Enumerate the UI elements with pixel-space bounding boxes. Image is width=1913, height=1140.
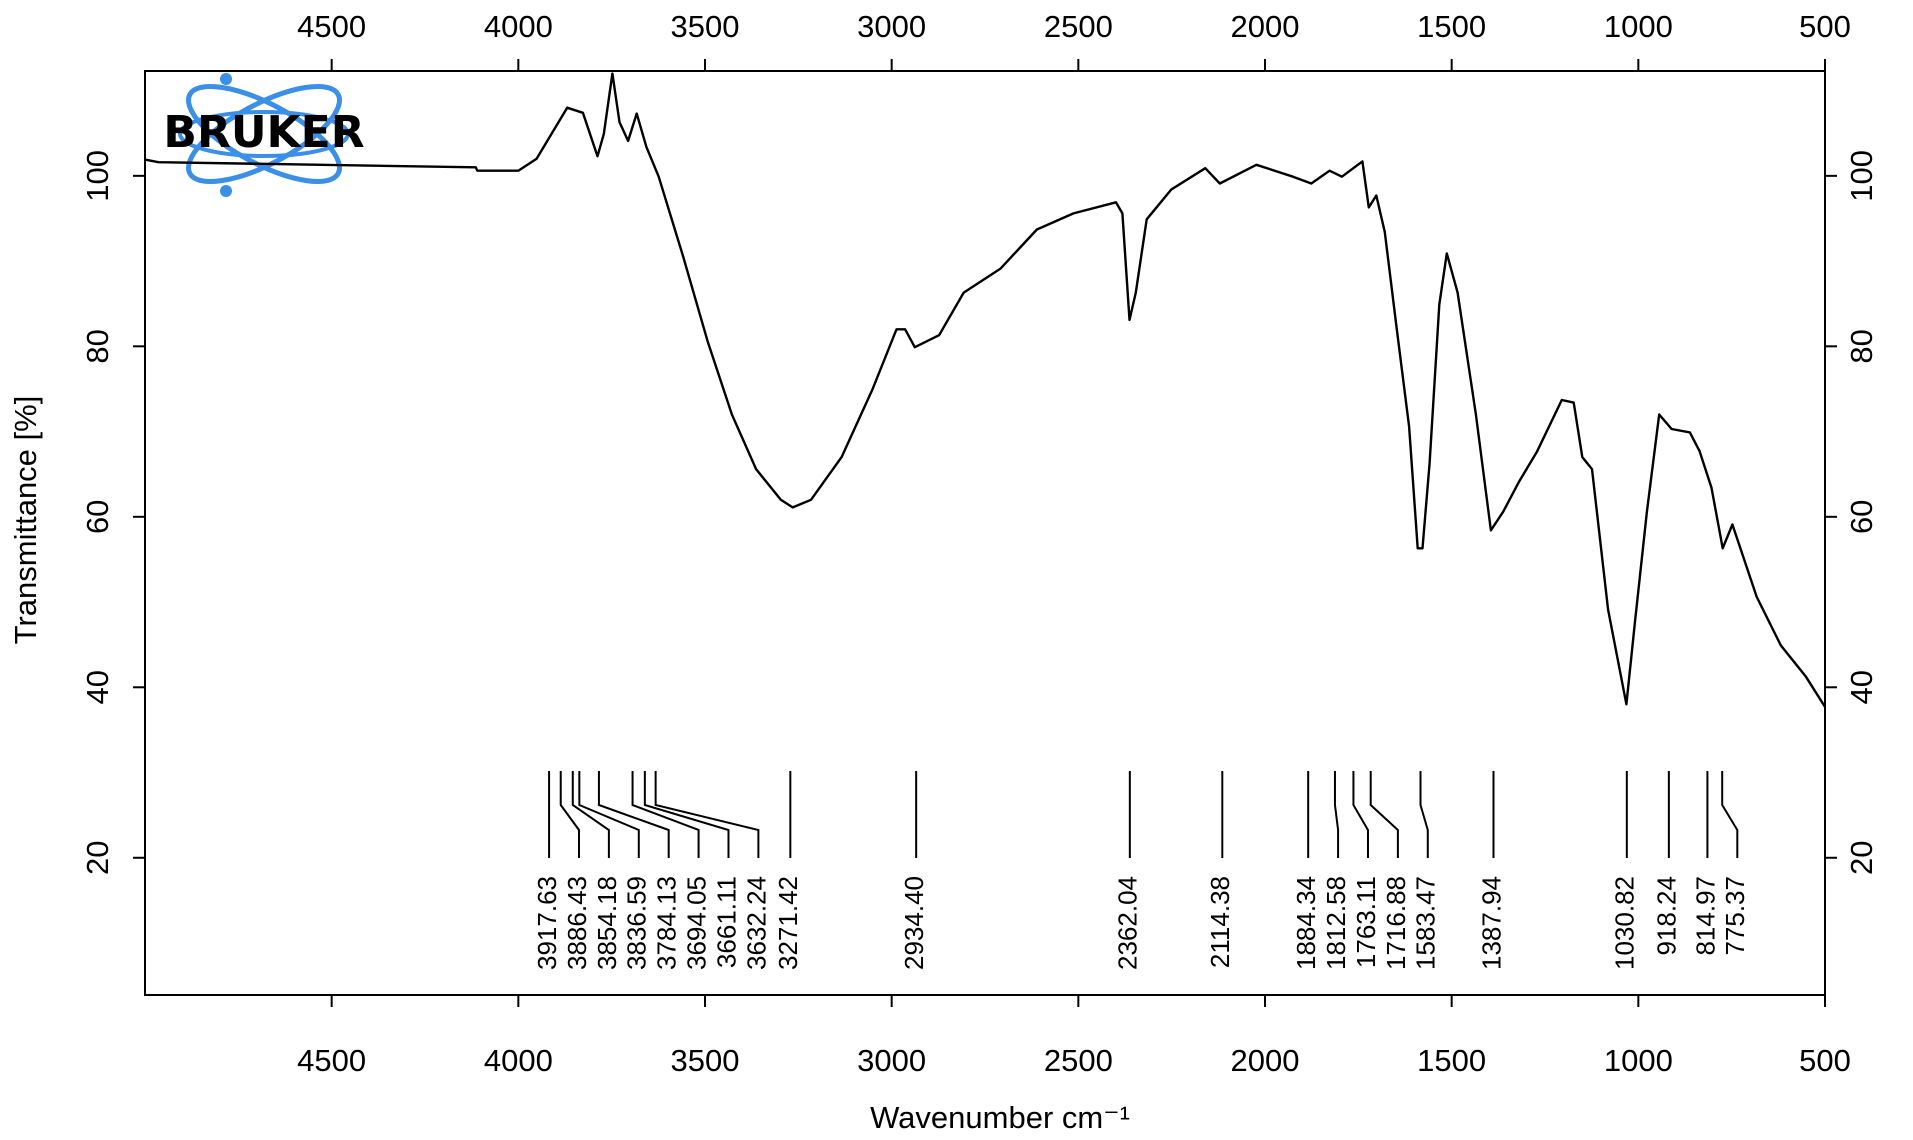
peak-label: 1812.58 — [1321, 876, 1351, 970]
peak-label: 3271.42 — [773, 876, 803, 970]
y-tick-label-right: 80 — [1844, 329, 1879, 363]
y-tick-label: 40 — [80, 670, 115, 704]
logo-orbit — [178, 110, 350, 158]
peak-marker — [643, 771, 730, 858]
peak-marker — [1721, 771, 1739, 858]
peak-label: 1884.34 — [1291, 876, 1321, 970]
peak-label: 918.24 — [1652, 876, 1682, 956]
y-tick-label-right: 40 — [1844, 670, 1879, 704]
x-tick-label-top: 500 — [1799, 9, 1851, 44]
logo: BRUKER — [163, 73, 365, 197]
peak-label: 3836.59 — [622, 876, 652, 970]
spectrum-line — [144, 72, 1827, 708]
y-tick-label-right: 100 — [1844, 150, 1879, 202]
logo-text: BRUKER — [163, 107, 364, 158]
y-tick-label-right: 20 — [1844, 841, 1879, 875]
y-tick-label: 100 — [80, 150, 115, 202]
x-tick-label: 3500 — [671, 1043, 740, 1078]
peak-marker — [654, 771, 760, 858]
peak-label: 3854.18 — [592, 876, 622, 970]
x-tick-label-top: 3500 — [671, 9, 740, 44]
x-tick-label: 4000 — [484, 1043, 553, 1078]
peak-label: 3784.13 — [652, 876, 682, 970]
peak-label: 2362.04 — [1113, 876, 1143, 970]
y-axis-label: Transmittance [%] — [8, 396, 43, 645]
logo-orbit — [186, 83, 342, 185]
peak-marker — [631, 771, 700, 858]
peak-label: 3661.11 — [711, 876, 741, 968]
peak-label: 1030.82 — [1610, 876, 1640, 970]
peak-label: 3632.24 — [741, 876, 771, 970]
peak-label: 1763.11 — [1351, 876, 1381, 968]
plot-frame — [144, 70, 1826, 996]
peak-label: 814.97 — [1690, 876, 1720, 956]
peak-label: 1583.47 — [1411, 876, 1441, 970]
y-tick-label-right: 60 — [1844, 500, 1879, 534]
x-tick-label-top: 2500 — [1044, 9, 1113, 44]
peak-label: 3917.63 — [532, 876, 562, 970]
peak-label: 2934.40 — [899, 876, 929, 970]
x-tick-label: 1000 — [1604, 1043, 1673, 1078]
x-tick-label: 2000 — [1231, 1043, 1300, 1078]
logo-dot — [220, 73, 232, 85]
x-axis-label: Wavenumber cm⁻¹ — [870, 1100, 1130, 1135]
peak-marker — [1352, 771, 1369, 858]
peak-marker — [1419, 771, 1429, 858]
x-tick-label-top: 4500 — [297, 9, 366, 44]
x-tick-label-top: 1000 — [1604, 9, 1673, 44]
peak-marker — [571, 771, 610, 858]
x-tick-label-top: 1500 — [1417, 9, 1486, 44]
peak-label: 3886.43 — [562, 876, 592, 970]
peak-marker — [1369, 771, 1399, 858]
y-tick-label: 60 — [80, 500, 115, 534]
x-tick-label-top: 2000 — [1231, 9, 1300, 44]
peak-label: 1716.88 — [1381, 876, 1411, 970]
peak-marker — [578, 771, 640, 858]
x-tick-label: 4500 — [297, 1043, 366, 1078]
x-tick-label: 500 — [1799, 1043, 1851, 1078]
peak-marker — [597, 771, 670, 858]
x-tick-label: 3000 — [857, 1043, 926, 1078]
peak-label: 1387.94 — [1476, 876, 1506, 970]
logo-dot — [220, 185, 232, 197]
x-tick-label-top: 4000 — [484, 9, 553, 44]
y-tick-label: 20 — [80, 841, 115, 875]
peak-label: 3694.05 — [681, 876, 711, 970]
y-tick-label: 80 — [80, 329, 115, 363]
peak-label: 775.37 — [1720, 876, 1750, 956]
peak-marker — [559, 771, 580, 858]
x-tick-label: 1500 — [1417, 1043, 1486, 1078]
x-tick-label-top: 3000 — [857, 9, 926, 44]
peak-marker — [1333, 771, 1340, 858]
x-tick-label: 2500 — [1044, 1043, 1113, 1078]
logo-orbit — [186, 83, 342, 185]
peak-label: 2114.38 — [1205, 876, 1235, 968]
